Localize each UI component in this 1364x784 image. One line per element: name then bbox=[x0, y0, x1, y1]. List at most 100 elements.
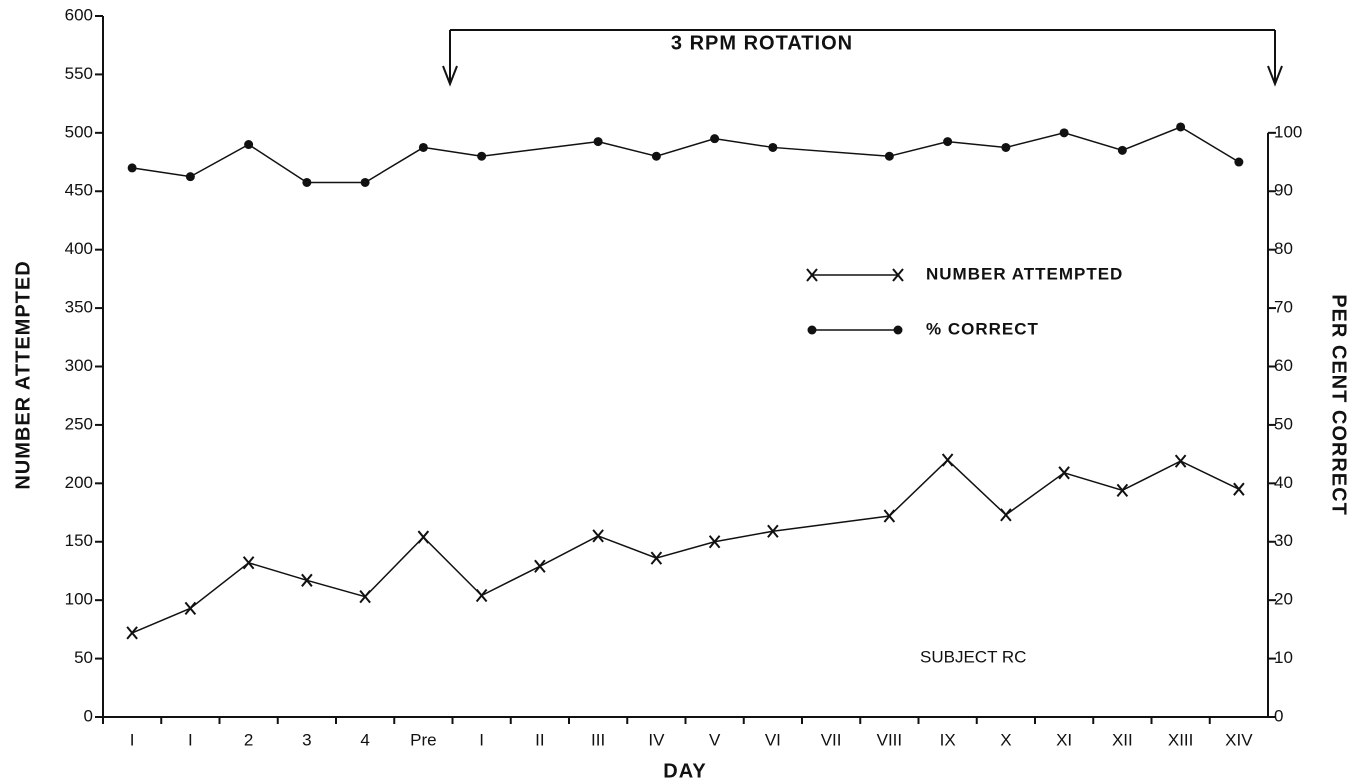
x-marker bbox=[417, 530, 430, 544]
x-marker bbox=[883, 509, 896, 523]
dot-marker bbox=[943, 137, 953, 147]
dot-marker bbox=[418, 142, 428, 152]
dot-marker bbox=[1059, 128, 1069, 138]
series-line bbox=[132, 143, 482, 184]
legend-marker bbox=[806, 268, 818, 282]
y2-tick-label: 0 bbox=[1274, 706, 1283, 725]
y2-tick-label: 20 bbox=[1274, 590, 1293, 609]
x-tick-label: III bbox=[591, 730, 605, 749]
y-tick-label: 600 bbox=[65, 5, 93, 24]
x-tick-label: VIII bbox=[877, 730, 903, 749]
dot-marker bbox=[127, 163, 137, 173]
legend-marker bbox=[893, 325, 903, 335]
y2-tick-label: 70 bbox=[1274, 298, 1293, 317]
x-marker bbox=[650, 551, 663, 565]
x-tick-label: IX bbox=[940, 730, 956, 749]
x-tick-label: II bbox=[535, 730, 544, 749]
dot-marker bbox=[768, 142, 778, 152]
y-tick-label: 100 bbox=[65, 590, 93, 609]
y-tick-label: 500 bbox=[65, 122, 93, 141]
annotation: SUBJECT RC bbox=[920, 647, 1026, 666]
x-marker bbox=[1000, 508, 1012, 522]
dot-marker bbox=[1176, 122, 1186, 132]
dot-marker bbox=[710, 134, 720, 144]
series-line bbox=[597, 137, 773, 157]
x-marker bbox=[475, 588, 488, 603]
y-tick-label: 0 bbox=[84, 706, 93, 725]
legend-marker bbox=[892, 268, 904, 282]
x-tick-label: I bbox=[130, 730, 135, 749]
y-tick-label: 400 bbox=[65, 239, 93, 258]
y2-tick-label: 10 bbox=[1274, 648, 1293, 667]
x-marker bbox=[1174, 454, 1187, 468]
legend-label: NUMBER ATTEMPTED bbox=[926, 264, 1123, 283]
y-tick-label: 300 bbox=[65, 356, 93, 375]
x-marker bbox=[1058, 466, 1070, 480]
x-tick-label: Pre bbox=[410, 730, 436, 749]
gap-connector bbox=[481, 140, 599, 157]
y-axis-label: NUMBER ATTEMPTED bbox=[12, 260, 34, 489]
x-marker bbox=[708, 535, 721, 549]
x-marker bbox=[126, 626, 138, 640]
x-axis-label: DAY bbox=[663, 760, 706, 782]
legend-marker bbox=[807, 325, 817, 335]
x-marker bbox=[592, 529, 604, 543]
dot-marker bbox=[1234, 157, 1244, 167]
y-tick-label: 550 bbox=[65, 64, 93, 83]
x-marker bbox=[242, 556, 255, 570]
x-marker bbox=[359, 590, 371, 604]
x-tick-label: 3 bbox=[302, 730, 311, 749]
x-tick-label: 2 bbox=[244, 730, 253, 749]
x-marker bbox=[1116, 483, 1129, 497]
y2-tick-label: 100 bbox=[1274, 122, 1302, 141]
gap-connector bbox=[772, 515, 890, 532]
x-marker bbox=[767, 524, 779, 538]
y-tick-label: 200 bbox=[65, 473, 93, 492]
y2-tick-label: 90 bbox=[1274, 181, 1293, 200]
x-tick-label: XIII bbox=[1168, 730, 1194, 749]
x-tick-label: IV bbox=[648, 730, 665, 749]
x-marker bbox=[941, 453, 954, 467]
dot-marker bbox=[477, 151, 487, 161]
y2-tick-label: 60 bbox=[1274, 356, 1293, 375]
series-line bbox=[888, 458, 1240, 517]
x-tick-label: I bbox=[188, 730, 193, 749]
x-marker bbox=[1233, 482, 1245, 496]
x-tick-label: 4 bbox=[360, 730, 369, 749]
x-tick-label: X bbox=[1000, 730, 1011, 749]
dot-marker bbox=[185, 172, 195, 182]
dot-marker bbox=[651, 151, 661, 161]
x-tick-label: XII bbox=[1112, 730, 1133, 749]
legend-label: % CORRECT bbox=[926, 319, 1039, 338]
dot-marker bbox=[360, 177, 370, 187]
rotation-bracket bbox=[442, 29, 1283, 87]
gap-connector bbox=[772, 146, 890, 157]
dot-marker bbox=[302, 177, 312, 187]
y-tick-label: 50 bbox=[74, 648, 93, 667]
annotation: 3 RPM ROTATION bbox=[671, 32, 853, 54]
x-marker bbox=[534, 559, 546, 573]
y2-tick-label: 50 bbox=[1274, 414, 1293, 433]
x-tick-label: XIV bbox=[1225, 730, 1253, 749]
y-tick-label: 150 bbox=[65, 531, 93, 550]
y-tick-label: 450 bbox=[65, 181, 93, 200]
y2-tick-label: 30 bbox=[1274, 531, 1293, 550]
dot-marker bbox=[593, 137, 603, 147]
dot-marker bbox=[244, 140, 254, 150]
y2-tick-label: 80 bbox=[1274, 239, 1293, 258]
x-marker bbox=[301, 573, 313, 587]
y-tick-label: 250 bbox=[65, 414, 93, 433]
series-line bbox=[131, 530, 774, 634]
y2-tick-label: 40 bbox=[1274, 473, 1293, 492]
dot-marker bbox=[884, 151, 894, 161]
x-tick-label: XI bbox=[1056, 730, 1072, 749]
x-tick-label: VII bbox=[821, 730, 842, 749]
x-tick-label: I bbox=[479, 730, 484, 749]
dot-marker bbox=[1117, 145, 1127, 155]
x-marker bbox=[184, 601, 197, 615]
y-tick-label: 350 bbox=[65, 298, 93, 317]
y2-axis-label: PER CENT CORRECT bbox=[1328, 294, 1350, 516]
x-tick-label: V bbox=[709, 730, 721, 749]
x-tick-label: VI bbox=[765, 730, 781, 749]
